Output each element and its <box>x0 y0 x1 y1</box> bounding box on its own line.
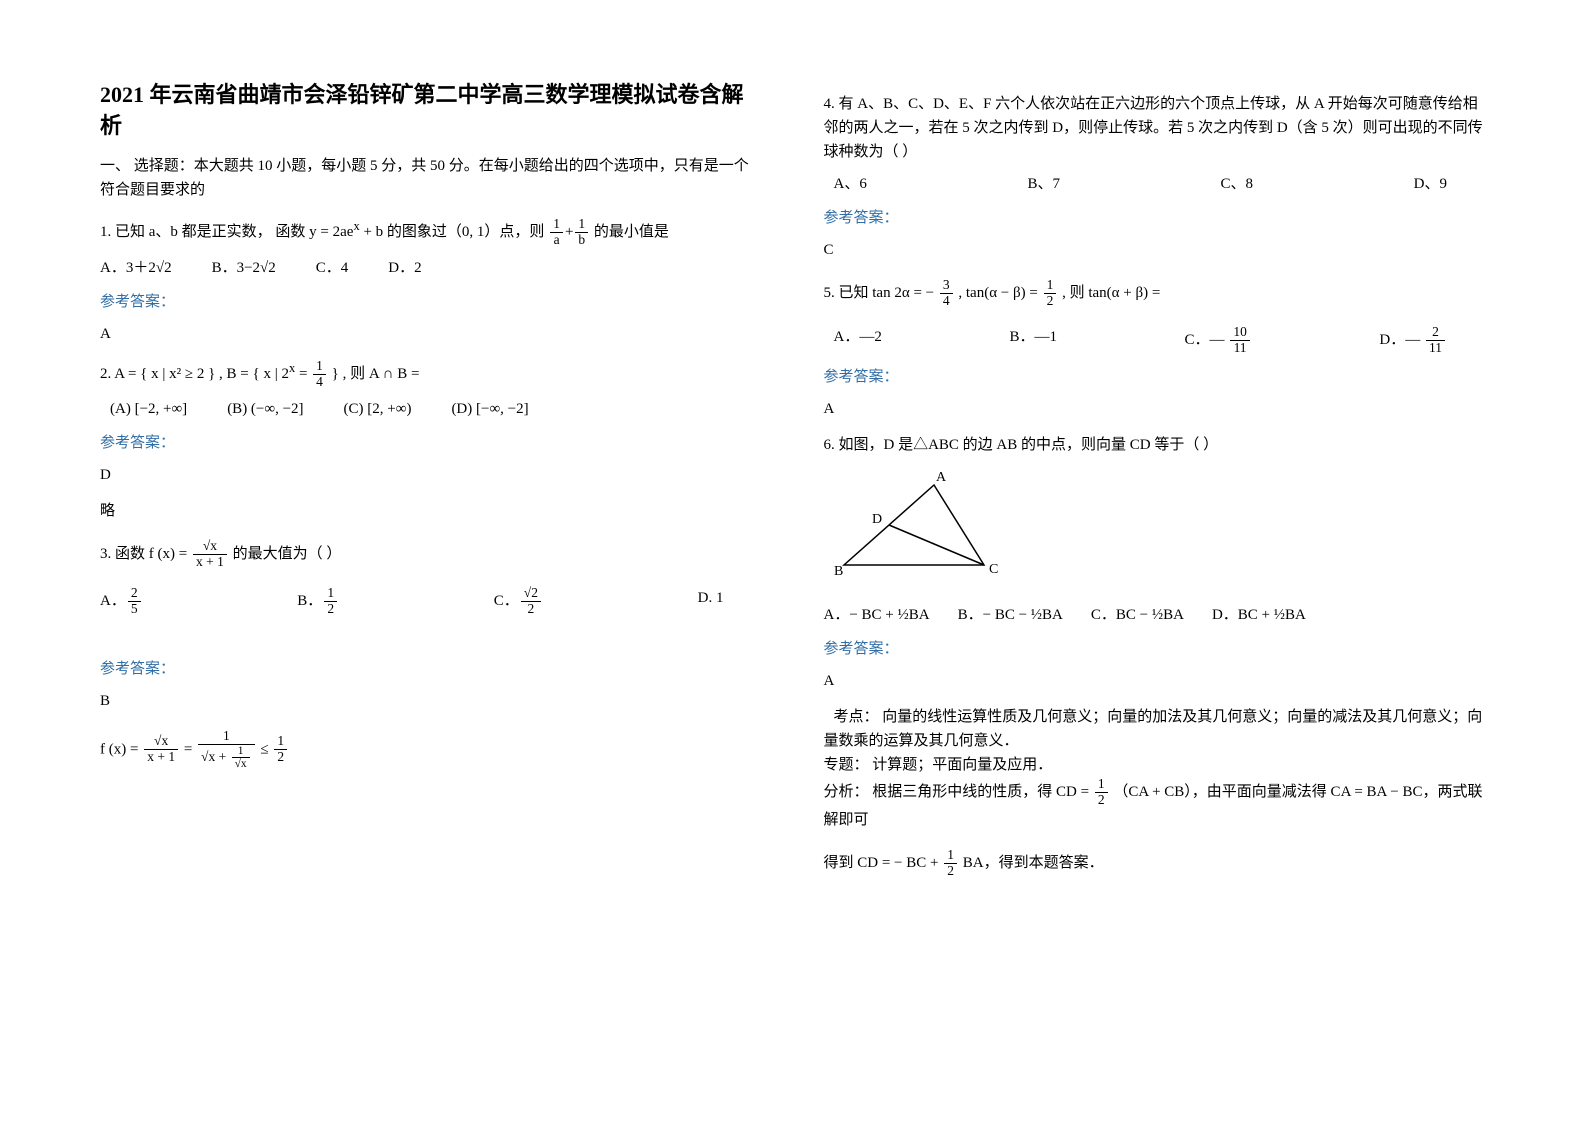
q1-option-c: C．4 <box>316 256 349 280</box>
page-title: 2021 年云南省曲靖市会泽铅锌矿第二中学高三数学理模拟试卷含解析 <box>100 80 764 142</box>
q3-option-b: B．12 <box>297 586 339 617</box>
question-5: 5. 已知 tan 2α = − 34 , tan(α − β) = 12 , … <box>824 278 1488 355</box>
q4-option-c: C、8 <box>1221 172 1254 196</box>
q5-option-c: C．— 1011 <box>1185 325 1252 356</box>
q2-option-a: (A) [−2, +∞] <box>110 397 187 421</box>
q3-options: A．25 B．12 C．√22 D. 1 <box>100 586 764 617</box>
q3-option-d: D. 1 <box>698 586 724 617</box>
right-column: 4. 有 A、B、C、D、E、F 六个人依次站在正六边形的六个顶点上传球，从 A… <box>824 80 1488 1082</box>
q4-options: A、6 B、7 C、8 D、9 <box>824 172 1488 196</box>
q6-option-a: A．− BC + ½BA <box>824 603 930 627</box>
q2-options: (A) [−2, +∞] (B) (−∞, −2] (C) [2, +∞) (D… <box>100 397 764 421</box>
section-header: 一、 选择题：本大题共 10 小题，每小题 5 分，共 50 分。在每小题给出的… <box>100 154 764 202</box>
q4-option-b: B、7 <box>1027 172 1060 196</box>
q1-options: A．3＋2√2 B．3−2√2 C．4 D．2 <box>100 256 764 280</box>
q5-option-d: D．— 211 <box>1379 325 1447 356</box>
q5-option-b: B．—1 <box>1009 325 1057 356</box>
q2-note: 略 <box>100 499 764 523</box>
q4-option-d: D、9 <box>1414 172 1447 196</box>
q3-option-c: C．√22 <box>494 586 543 617</box>
q1-option-d: D．2 <box>388 256 421 280</box>
answer-label: 参考答案： <box>100 290 764 314</box>
answer-label: 参考答案： <box>824 365 1488 389</box>
q5-answer: A <box>824 397 1488 421</box>
q6-analysis: 考点： 向量的线性运算性质及几何意义；向量的加法及其几何意义；向量的减法及其几何… <box>824 705 1488 878</box>
question-2: 2. A = { x | x² ≥ 2 } , B = { x | 2x = 1… <box>100 358 764 422</box>
fraction: 1a <box>550 217 563 248</box>
q6-options: A．− BC + ½BA B．− BC − ½BA C．BC − ½BA D．B… <box>824 603 1488 627</box>
q3-answer: B <box>100 689 764 713</box>
q2-answer: D <box>100 463 764 487</box>
triangle-diagram: A B C D <box>824 465 1488 593</box>
q6-option-d: D．BC + ½BA <box>1212 603 1306 627</box>
q3-option-a: A．25 <box>100 586 143 617</box>
q2-option-b: (B) (−∞, −2] <box>227 397 303 421</box>
page-container: 2021 年云南省曲靖市会泽铅锌矿第二中学高三数学理模拟试卷含解析 一、 选择题… <box>100 80 1487 1082</box>
q6-option-c: C．BC − ½BA <box>1091 603 1184 627</box>
q1-option-a: A．3＋2√2 <box>100 256 172 280</box>
q5-options: A．—2 B．—1 C．— 1011 D．— 211 <box>824 325 1488 356</box>
answer-label: 参考答案： <box>824 206 1488 230</box>
left-column: 2021 年云南省曲靖市会泽铅锌矿第二中学高三数学理模拟试卷含解析 一、 选择题… <box>100 80 764 1082</box>
vertex-c: C <box>989 562 998 577</box>
vertex-d: D <box>872 512 882 527</box>
q1-option-b: B．3−2√2 <box>212 256 276 280</box>
q2-option-c: (C) [2, +∞) <box>344 397 412 421</box>
question-3: 3. 函数 f (x) = √xx + 1 的最大值为（ ） A．25 B．12… <box>100 539 764 616</box>
question-1: 1. 已知 a、b 都是正实数， 函数 y = 2aex + b 的图象过（0,… <box>100 216 764 280</box>
q6-option-b: B．− BC − ½BA <box>958 603 1063 627</box>
q1-text: 1. 已知 a、b 都是正实数， 函数 y = 2aex + b 的图象过（0,… <box>100 224 669 240</box>
answer-label: 参考答案： <box>824 637 1488 661</box>
answer-label: 参考答案： <box>100 431 764 455</box>
vertex-a: A <box>936 470 947 485</box>
vertex-b: B <box>834 564 843 579</box>
question-4: 4. 有 A、B、C、D、E、F 六个人依次站在正六边形的六个顶点上传球，从 A… <box>824 92 1488 196</box>
q4-option-a: A、6 <box>834 172 867 196</box>
question-6: 6. 如图，D 是△ABC 的边 AB 的中点，则向量 CD 等于（ ） A B… <box>824 433 1488 627</box>
answer-label: 参考答案： <box>100 657 764 681</box>
q5-option-a: A．—2 <box>834 325 882 356</box>
q1-answer: A <box>100 322 764 346</box>
q2-option-d: (D) [−∞, −2] <box>451 397 528 421</box>
q6-answer: A <box>824 669 1488 693</box>
q4-answer: C <box>824 238 1488 262</box>
q3-work: f (x) = √xx + 1 = 1 √x + 1√x ≤ 12 <box>100 729 764 771</box>
fraction: 1b <box>575 217 588 248</box>
